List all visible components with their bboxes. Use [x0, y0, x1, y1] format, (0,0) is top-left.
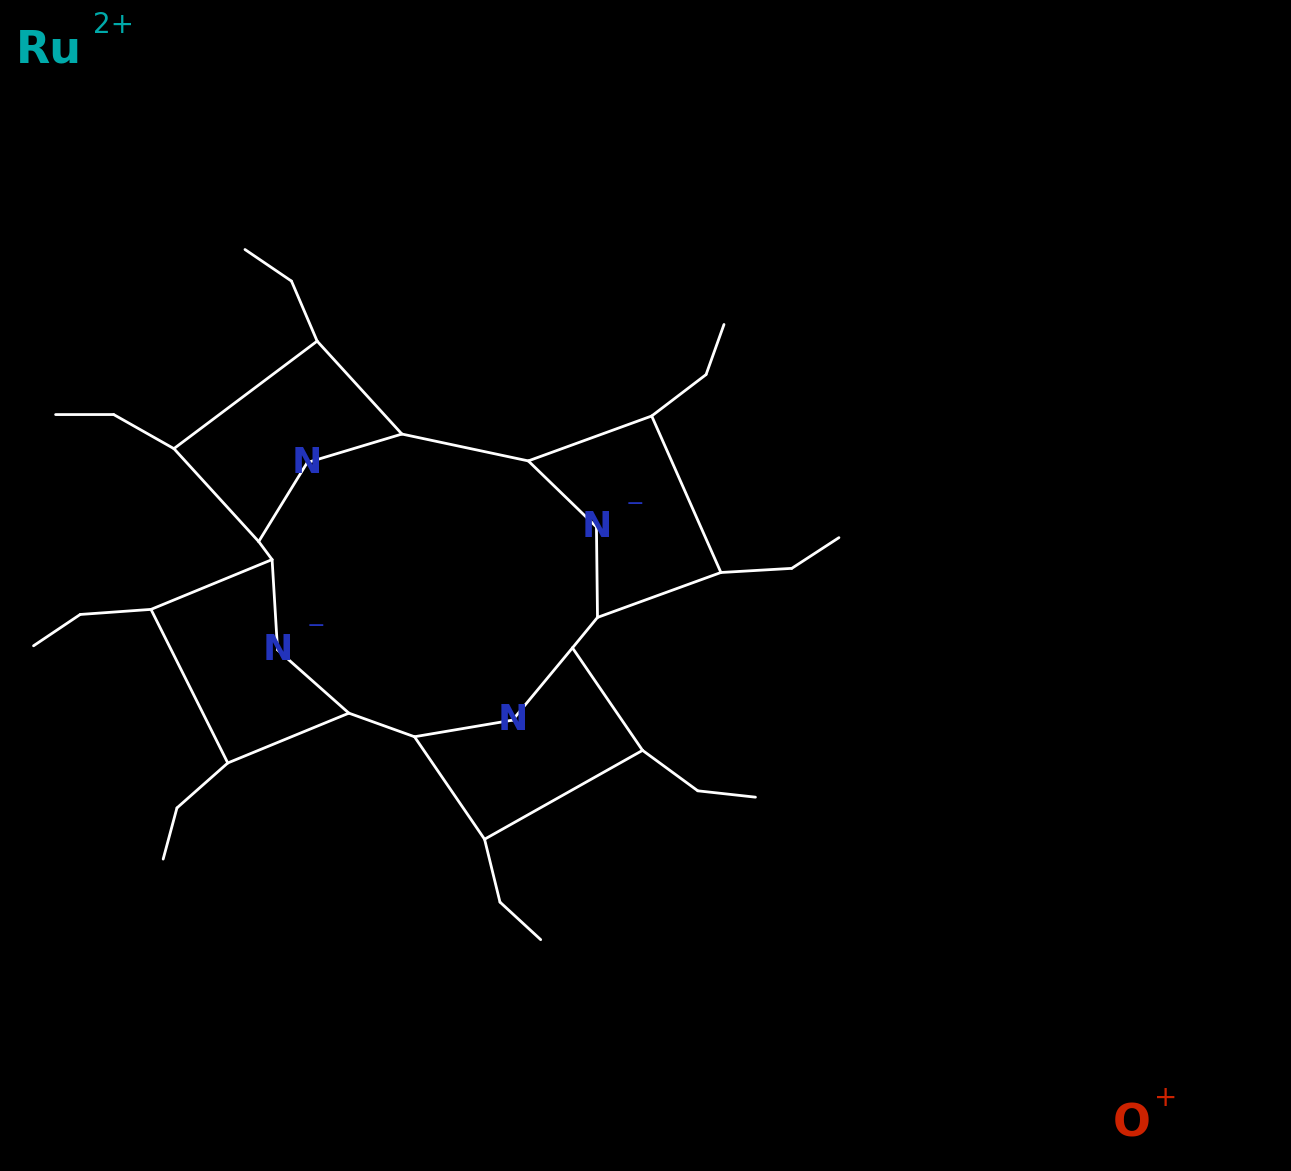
- Text: −: −: [626, 493, 644, 514]
- Text: N: N: [262, 632, 293, 667]
- Text: O: O: [1113, 1103, 1150, 1145]
- Text: 2+: 2+: [93, 11, 134, 39]
- Text: N: N: [497, 703, 528, 738]
- Text: N: N: [292, 445, 323, 480]
- Text: +: +: [1154, 1084, 1177, 1112]
- Text: Ru: Ru: [15, 29, 81, 71]
- Text: −: −: [307, 616, 325, 637]
- Text: N: N: [581, 509, 612, 545]
